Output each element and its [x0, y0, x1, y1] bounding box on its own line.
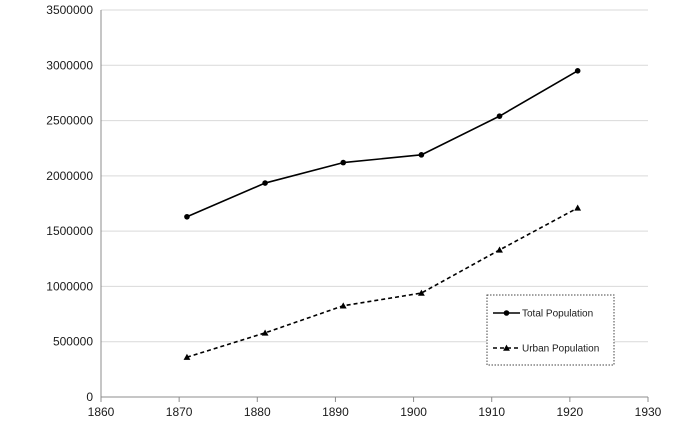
legend: Total Population Urban Population: [486, 294, 615, 366]
x-tick-label: 1910: [478, 405, 505, 419]
total-population-point: [574, 68, 581, 74]
urban-population-point: [417, 289, 425, 296]
total-population-point: [340, 159, 347, 166]
y-axis-tick-labels: 0 500000 1000000 1500000 2000000 2500000 30000…: [46, 3, 93, 404]
x-tick-label: 1860: [88, 405, 115, 419]
y-tick-label: 0: [86, 390, 93, 404]
urban-population-point: [574, 204, 582, 211]
legend-box: [486, 294, 615, 366]
x-tick-label: 1880: [244, 405, 271, 419]
total-population-point: [262, 180, 268, 186]
y-tick-label: 1500000: [46, 224, 93, 238]
urban-population-point: [261, 329, 269, 336]
y-tick-label: 2500000: [46, 114, 93, 128]
x-tick-label: 1900: [400, 405, 427, 419]
legend-label-urban-population: Urban Population: [522, 344, 599, 355]
y-tick-label: 3000000: [46, 58, 93, 72]
axes: [100, 10, 649, 402]
total-population-point: [184, 213, 190, 220]
y-tick-label: 2000000: [46, 169, 93, 183]
total-population-point: [418, 152, 425, 158]
legend-label-total-population: Total Population: [522, 309, 593, 320]
x-tick-label: 1930: [635, 405, 662, 419]
total-population-point: [496, 113, 503, 119]
urban-population-point: [183, 353, 191, 360]
data-series: [183, 68, 582, 360]
y-tick-label: 1000000: [46, 279, 93, 293]
series-urban-population: [183, 204, 582, 360]
y-tick-label: 500000: [53, 335, 93, 349]
series-total-population: [184, 68, 581, 220]
x-tick-label: 1890: [322, 405, 349, 419]
x-tick-label: 1920: [557, 405, 584, 419]
urban-population-point: [339, 302, 347, 309]
legend-marker-urban-population: [503, 344, 510, 351]
gridlines: [101, 9, 648, 343]
x-axis-tick-labels: 1860 1870 1880 1890 1900 1910 1920 1930: [88, 405, 662, 419]
legend-marker-total-population: [503, 310, 510, 316]
total-population-line: [186, 70, 579, 218]
x-tick-label: 1870: [166, 405, 193, 419]
urban-population-line: [186, 207, 579, 358]
y-tick-label: 3500000: [46, 3, 93, 17]
urban-population-point: [496, 246, 503, 253]
